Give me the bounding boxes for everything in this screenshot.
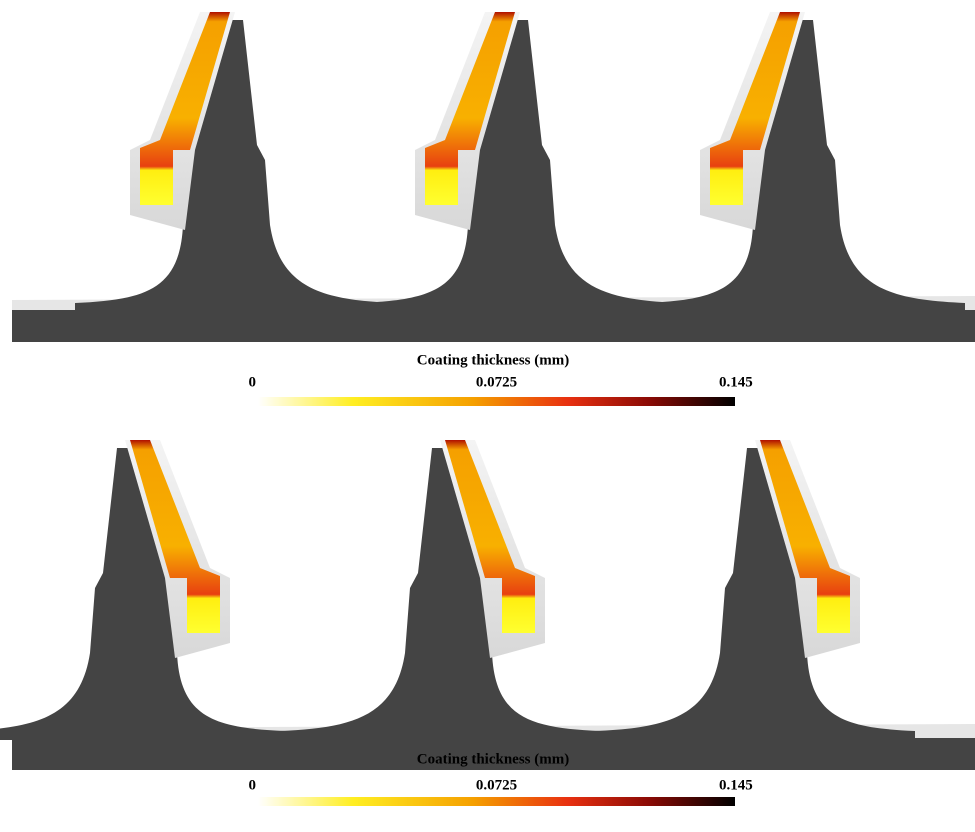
colorbar-tick-label: 0.145: [719, 374, 753, 390]
colorbar-title: Coating thickness (mm): [417, 352, 570, 368]
colorbar: [258, 797, 735, 806]
colorbar-tick-label: 0.0725: [476, 374, 517, 390]
colorbar-tick-label: 0: [249, 777, 257, 793]
colorbar-title: Coating thickness (mm): [417, 751, 570, 767]
colorbar-tick-label: 0.145: [719, 777, 753, 793]
panel: [12, 12, 975, 342]
tooth: [645, 20, 965, 312]
base: [12, 310, 975, 342]
tooth: [75, 20, 395, 312]
colorbar-tick-label: 0: [249, 374, 257, 390]
tooth: [595, 448, 915, 740]
tooth: [280, 448, 600, 740]
colorbar-tick-label: 0.0725: [476, 777, 517, 793]
colorbar: [258, 397, 735, 406]
tooth: [360, 20, 680, 312]
figure: Coating thickness (mm) 0 0.0725 0.145 Coatin…: [0, 0, 975, 832]
panel: [0, 440, 975, 770]
